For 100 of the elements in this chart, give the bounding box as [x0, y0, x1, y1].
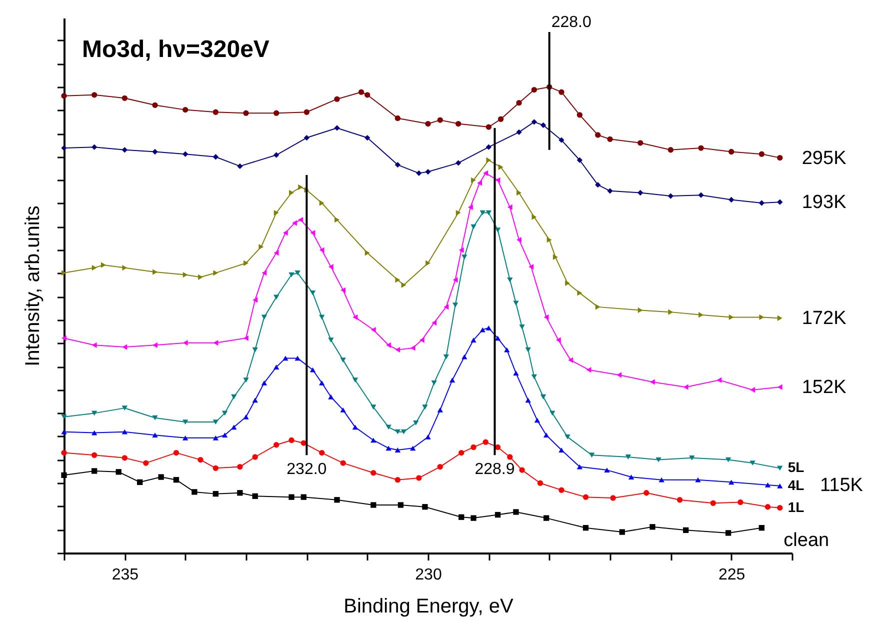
point — [531, 86, 537, 93]
point — [425, 434, 431, 440]
point — [92, 468, 98, 474]
x-tick-label: 235 — [112, 566, 139, 584]
point — [394, 429, 400, 434]
point — [92, 410, 98, 416]
point — [507, 204, 512, 210]
point — [394, 115, 400, 122]
point — [262, 270, 267, 276]
point — [595, 304, 600, 310]
point — [401, 282, 406, 288]
point — [92, 144, 98, 150]
point — [470, 224, 476, 230]
point — [426, 260, 430, 266]
series-label: 295K — [802, 148, 847, 169]
point — [650, 524, 656, 530]
point — [258, 244, 264, 250]
point — [394, 448, 400, 452]
point — [558, 448, 564, 452]
point — [638, 140, 644, 146]
point — [319, 450, 325, 456]
point — [462, 354, 468, 360]
point — [319, 314, 325, 320]
point — [289, 190, 294, 196]
point — [222, 432, 228, 438]
point — [728, 196, 734, 203]
point — [564, 434, 570, 440]
point — [550, 410, 556, 416]
point — [498, 116, 504, 122]
point — [758, 151, 764, 157]
point — [638, 190, 644, 196]
point — [468, 204, 473, 210]
point — [252, 454, 258, 460]
point — [122, 147, 128, 153]
point — [244, 260, 248, 266]
point — [777, 504, 783, 511]
point — [477, 180, 482, 186]
point — [213, 340, 218, 346]
point — [777, 466, 783, 471]
point — [370, 502, 376, 508]
point — [504, 347, 510, 352]
point — [261, 380, 268, 386]
point — [92, 452, 98, 458]
point — [352, 424, 358, 430]
point — [212, 154, 218, 160]
point — [582, 525, 589, 531]
point — [668, 309, 674, 315]
series-label: 152K — [802, 377, 847, 398]
point — [152, 415, 158, 420]
point — [725, 530, 732, 536]
point — [340, 460, 346, 466]
point — [334, 96, 340, 102]
point — [576, 464, 582, 470]
point — [698, 312, 704, 318]
point — [340, 407, 346, 412]
point — [398, 502, 404, 508]
point — [656, 457, 662, 462]
point — [410, 345, 416, 351]
point — [546, 237, 552, 243]
point — [122, 344, 128, 350]
point — [425, 168, 431, 175]
point — [568, 357, 574, 363]
point — [558, 89, 564, 95]
point — [182, 435, 188, 440]
point — [386, 446, 392, 451]
point — [513, 370, 519, 376]
point — [458, 247, 464, 253]
point — [352, 378, 358, 383]
point — [725, 457, 732, 462]
point — [237, 490, 243, 496]
point — [595, 132, 601, 138]
point — [507, 454, 513, 460]
point — [298, 216, 304, 223]
point — [328, 338, 334, 342]
point — [419, 337, 424, 343]
point — [252, 297, 258, 303]
point — [588, 452, 595, 458]
text: 115K — [820, 475, 864, 496]
point — [486, 325, 492, 330]
point — [212, 420, 218, 424]
point — [282, 230, 288, 236]
point — [470, 515, 476, 521]
point — [61, 450, 67, 456]
point — [237, 464, 243, 470]
point — [495, 177, 500, 184]
point — [668, 147, 674, 153]
point — [758, 525, 764, 531]
point — [638, 307, 643, 314]
point — [456, 120, 462, 127]
point — [61, 93, 67, 99]
point — [471, 177, 476, 184]
point — [334, 497, 340, 503]
point — [486, 144, 492, 150]
point — [758, 200, 764, 206]
point — [777, 483, 783, 488]
point — [410, 446, 416, 451]
point — [695, 477, 701, 482]
point — [352, 314, 358, 320]
point — [486, 124, 492, 130]
point — [182, 420, 188, 424]
